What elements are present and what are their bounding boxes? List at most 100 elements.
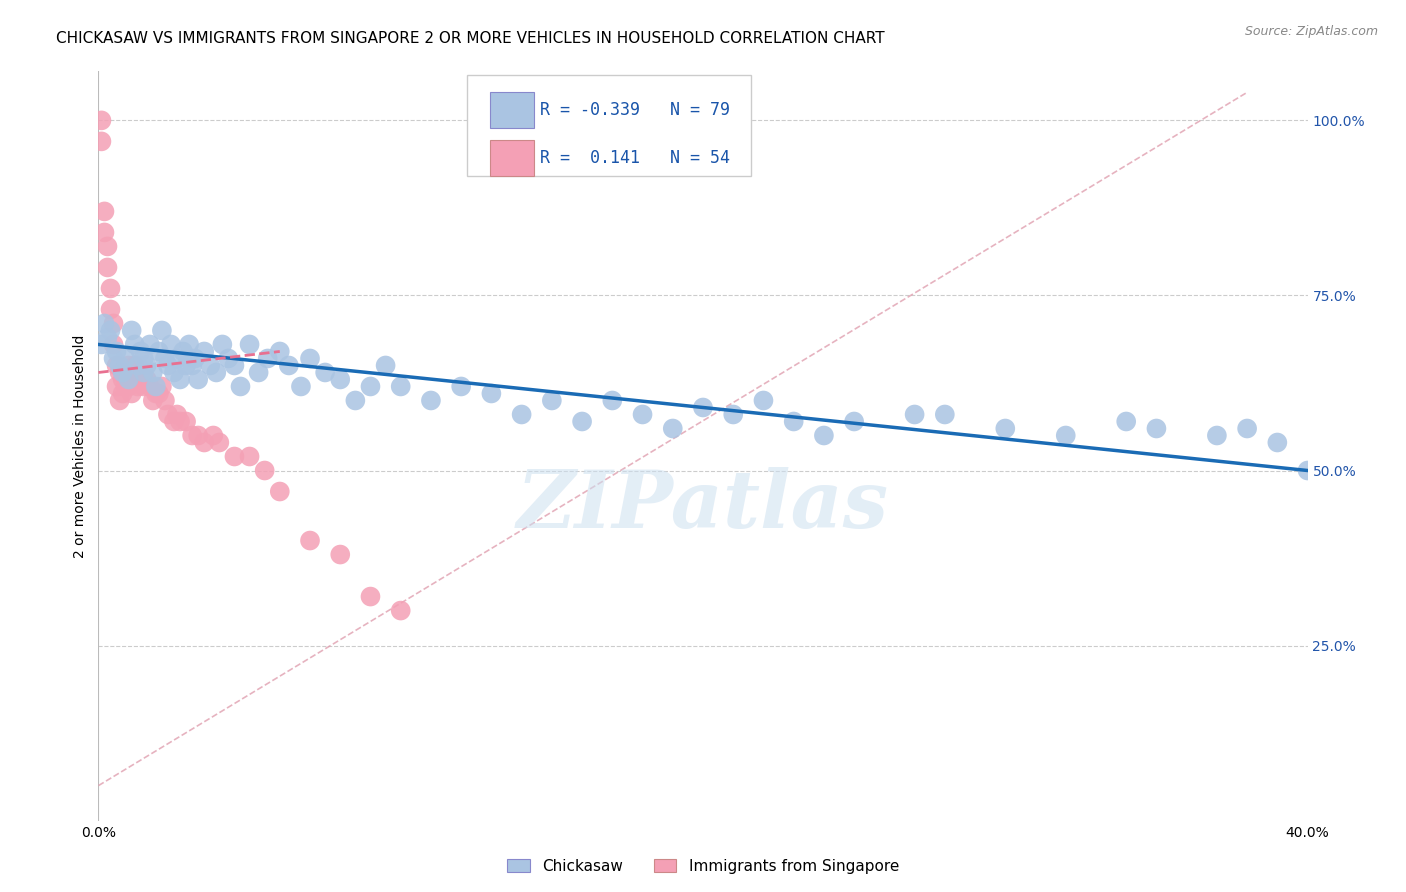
Point bbox=[132, 379, 155, 393]
Point bbox=[114, 366, 136, 380]
Point bbox=[299, 351, 322, 366]
Point bbox=[96, 260, 118, 275]
Point bbox=[602, 393, 624, 408]
Point bbox=[96, 330, 118, 344]
Point bbox=[1267, 435, 1289, 450]
Point bbox=[108, 393, 131, 408]
Point bbox=[148, 344, 170, 359]
Point bbox=[224, 359, 246, 373]
Point bbox=[93, 317, 115, 331]
Point bbox=[179, 337, 201, 351]
Point bbox=[142, 366, 165, 380]
Point bbox=[139, 379, 162, 393]
Point bbox=[661, 421, 683, 435]
Point bbox=[994, 421, 1017, 435]
Point bbox=[139, 337, 162, 351]
Point bbox=[103, 337, 125, 351]
Point bbox=[108, 359, 131, 373]
Point bbox=[111, 386, 134, 401]
Point bbox=[124, 359, 146, 373]
Point bbox=[1144, 421, 1167, 435]
Point bbox=[540, 393, 562, 408]
Point bbox=[1296, 463, 1319, 477]
Point bbox=[118, 359, 141, 373]
Point bbox=[277, 359, 299, 373]
Point bbox=[184, 351, 207, 366]
Point bbox=[129, 344, 152, 359]
Point bbox=[314, 366, 336, 380]
Point bbox=[1236, 421, 1258, 435]
Point bbox=[90, 113, 112, 128]
Point bbox=[1054, 428, 1077, 442]
Point bbox=[723, 408, 745, 422]
Point bbox=[124, 372, 146, 386]
Point bbox=[90, 337, 112, 351]
Legend: Chickasaw, Immigrants from Singapore: Chickasaw, Immigrants from Singapore bbox=[501, 853, 905, 880]
Point bbox=[156, 359, 179, 373]
Point bbox=[132, 351, 155, 366]
Point bbox=[105, 379, 128, 393]
Point bbox=[105, 359, 128, 373]
Point bbox=[269, 484, 291, 499]
FancyBboxPatch shape bbox=[467, 75, 751, 177]
Point bbox=[481, 386, 503, 401]
Point bbox=[181, 359, 204, 373]
Point bbox=[121, 386, 143, 401]
Point bbox=[121, 366, 143, 380]
Point bbox=[450, 379, 472, 393]
Point bbox=[256, 351, 278, 366]
Point bbox=[135, 372, 157, 386]
Point bbox=[132, 366, 155, 380]
Point bbox=[174, 359, 197, 373]
Point bbox=[163, 415, 186, 429]
Point bbox=[510, 408, 533, 422]
Point bbox=[100, 302, 122, 317]
Point bbox=[150, 323, 173, 337]
Point bbox=[389, 603, 412, 617]
Point bbox=[224, 450, 246, 464]
Point bbox=[290, 379, 312, 393]
Point bbox=[253, 463, 276, 477]
Point bbox=[208, 435, 231, 450]
Point bbox=[90, 135, 112, 149]
Point bbox=[389, 379, 412, 393]
Point bbox=[904, 408, 927, 422]
FancyBboxPatch shape bbox=[491, 139, 534, 176]
Point bbox=[247, 366, 270, 380]
Point bbox=[344, 393, 367, 408]
Point bbox=[205, 366, 228, 380]
Point bbox=[121, 323, 143, 337]
Point bbox=[174, 415, 197, 429]
Point bbox=[217, 351, 239, 366]
Point bbox=[360, 379, 382, 393]
Point bbox=[692, 401, 714, 415]
Point bbox=[93, 204, 115, 219]
Text: R =  0.141   N = 54: R = 0.141 N = 54 bbox=[540, 149, 730, 167]
Point bbox=[100, 323, 122, 337]
Point bbox=[96, 239, 118, 253]
Point bbox=[239, 450, 262, 464]
Point bbox=[127, 379, 149, 393]
Point bbox=[211, 337, 233, 351]
Point bbox=[129, 372, 152, 386]
Point bbox=[187, 428, 209, 442]
Point bbox=[181, 428, 204, 442]
Point bbox=[166, 408, 188, 422]
Point bbox=[114, 379, 136, 393]
Point bbox=[169, 372, 191, 386]
Point bbox=[105, 344, 128, 359]
Point bbox=[360, 590, 382, 604]
Point bbox=[160, 337, 183, 351]
Point bbox=[187, 372, 209, 386]
Point bbox=[239, 337, 262, 351]
Point bbox=[631, 408, 654, 422]
Point bbox=[93, 226, 115, 240]
Point bbox=[142, 393, 165, 408]
Point bbox=[124, 337, 146, 351]
Point bbox=[118, 379, 141, 393]
Point bbox=[111, 372, 134, 386]
Text: CHICKASAW VS IMMIGRANTS FROM SINGAPORE 2 OR MORE VEHICLES IN HOUSEHOLD CORRELATI: CHICKASAW VS IMMIGRANTS FROM SINGAPORE 2… bbox=[56, 31, 884, 46]
Point bbox=[783, 415, 806, 429]
Point bbox=[299, 533, 322, 548]
Point bbox=[145, 379, 167, 393]
